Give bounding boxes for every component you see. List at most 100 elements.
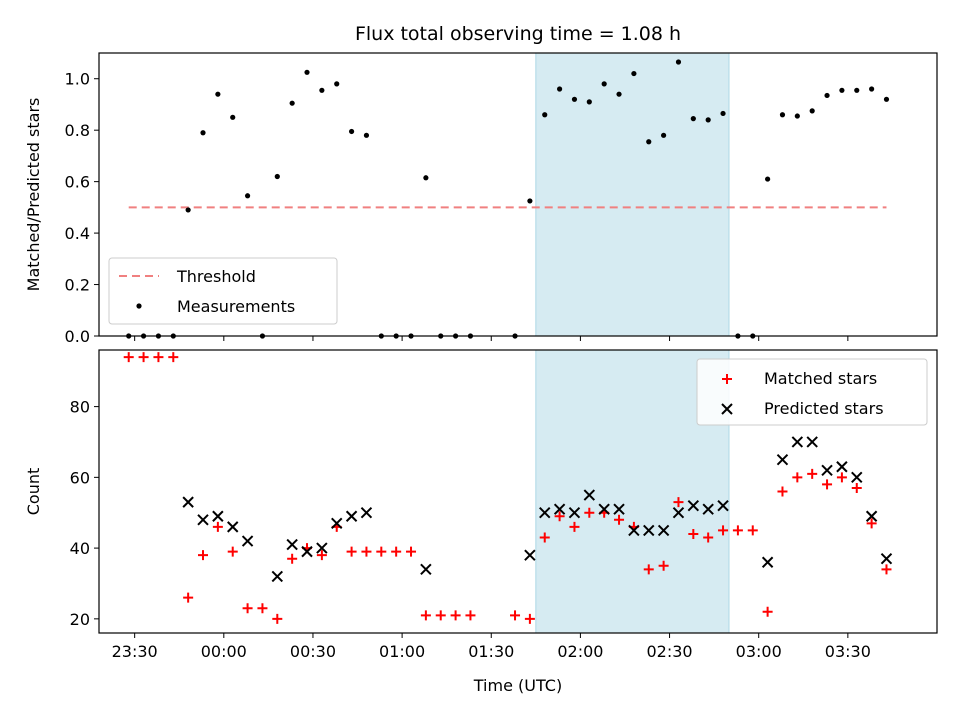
x-axis-label: Time (UTC) [473, 676, 562, 695]
chart-title: Flux total observing time = 1.08 h [355, 23, 681, 45]
predicted-point [271, 570, 284, 583]
predicted-point [241, 535, 254, 547]
data-point [883, 96, 890, 102]
data-point [586, 99, 592, 105]
predicted-point [227, 521, 239, 533]
predicted-point [212, 510, 224, 522]
matched-point [643, 564, 654, 575]
axes-frame [98, 349, 938, 634]
matched-point [569, 521, 580, 532]
matched-point [807, 468, 818, 479]
matched-point [153, 352, 164, 363]
y-tick-label: 0.0 [65, 327, 90, 346]
matched-point [510, 610, 521, 621]
predicted-point [286, 538, 298, 551]
data-point [839, 87, 845, 93]
legend-top: Threshold Measurements [108, 257, 338, 325]
x-tick-label: 00:30 [290, 642, 336, 661]
predicted-point [524, 549, 536, 561]
matched-point [703, 532, 714, 543]
data-point [215, 91, 221, 97]
data-point [423, 175, 429, 181]
data-point [631, 70, 637, 77]
data-point [319, 87, 325, 93]
x-tick-label: 03:00 [736, 642, 782, 661]
matched-point [316, 550, 327, 561]
data-point [809, 108, 815, 114]
legend-predicted-label: Predicted stars [764, 399, 884, 418]
matched-point [376, 546, 387, 557]
matched-point [183, 592, 194, 603]
matched-point [123, 352, 134, 363]
x-tick-label: 00:00 [201, 642, 247, 661]
data-point [824, 92, 830, 99]
matched-point [747, 525, 758, 536]
data-point [869, 86, 875, 92]
predicted-point [420, 563, 432, 576]
matched-point [777, 486, 788, 497]
data-point [185, 207, 191, 213]
predicted-point [672, 507, 685, 519]
data-point [794, 113, 800, 119]
predicted-point [851, 471, 863, 484]
y-tick-label: 1.0 [65, 70, 90, 89]
data-point [542, 112, 548, 118]
data-point [527, 198, 533, 204]
predicted-point [553, 503, 566, 515]
legend-matched-label: Matched stars [764, 369, 877, 388]
matched-point [554, 511, 565, 522]
predicted-point [657, 524, 670, 537]
data-point [765, 176, 771, 182]
y-tick-label: 20 [70, 610, 90, 629]
matched-point [406, 546, 417, 557]
top-panel: 0.0 0.2 0.4 0.6 0.8 1.0 Matched/Predicted star… [24, 52, 938, 346]
data-point [200, 130, 206, 136]
y-tick-label: 0.6 [65, 173, 90, 192]
matched-point [242, 603, 253, 614]
x-tick-label: 01:00 [379, 642, 425, 661]
data-point [661, 132, 667, 138]
x-tick-label: 02:00 [557, 642, 603, 661]
matched-point [257, 603, 268, 614]
matched-point [836, 472, 847, 483]
legend-threshold-label: Threshold [176, 267, 256, 286]
matched-point [732, 525, 743, 536]
predicted-point [539, 507, 551, 519]
shaded-interval [535, 52, 730, 337]
predicted-point [717, 499, 729, 512]
matched-point [168, 352, 179, 363]
matched-point [822, 479, 833, 490]
data-point [363, 132, 370, 138]
bottom-panel: 20 40 60 80 23:30 00:00 00:30 01:00 01:30 02:00 02… [24, 349, 938, 695]
matched-point [881, 564, 892, 575]
legend-measurements-swatch [136, 303, 142, 309]
x-tick-label: 02:30 [646, 642, 692, 661]
matched-point [851, 482, 862, 493]
y-axis-label: Count [24, 468, 43, 516]
y-tick-label: 0.4 [65, 224, 90, 243]
predicted-point [806, 436, 818, 448]
matched-point [584, 507, 595, 518]
y-tick-label: 40 [70, 539, 90, 558]
predicted-point [628, 524, 640, 537]
y-tick-label: 0.8 [65, 121, 90, 140]
predicted-point [568, 507, 581, 519]
predicted-point [836, 461, 848, 473]
series-predicted-stars [182, 436, 893, 583]
data-point [779, 112, 786, 118]
predicted-point [331, 517, 343, 530]
data-point [557, 86, 563, 92]
data-point [646, 139, 652, 145]
predicted-point [791, 436, 804, 448]
x-tick-label: 23:30 [112, 642, 158, 661]
data-point [854, 87, 860, 93]
series-measurements [126, 59, 890, 339]
data-point [230, 114, 236, 120]
legend-bottom: Matched stars Predicted stars [696, 358, 928, 426]
predicted-point [345, 510, 358, 522]
predicted-point [880, 553, 893, 565]
matched-point [688, 528, 699, 539]
matched-point [465, 610, 476, 621]
y-tick-label: 60 [70, 468, 90, 487]
